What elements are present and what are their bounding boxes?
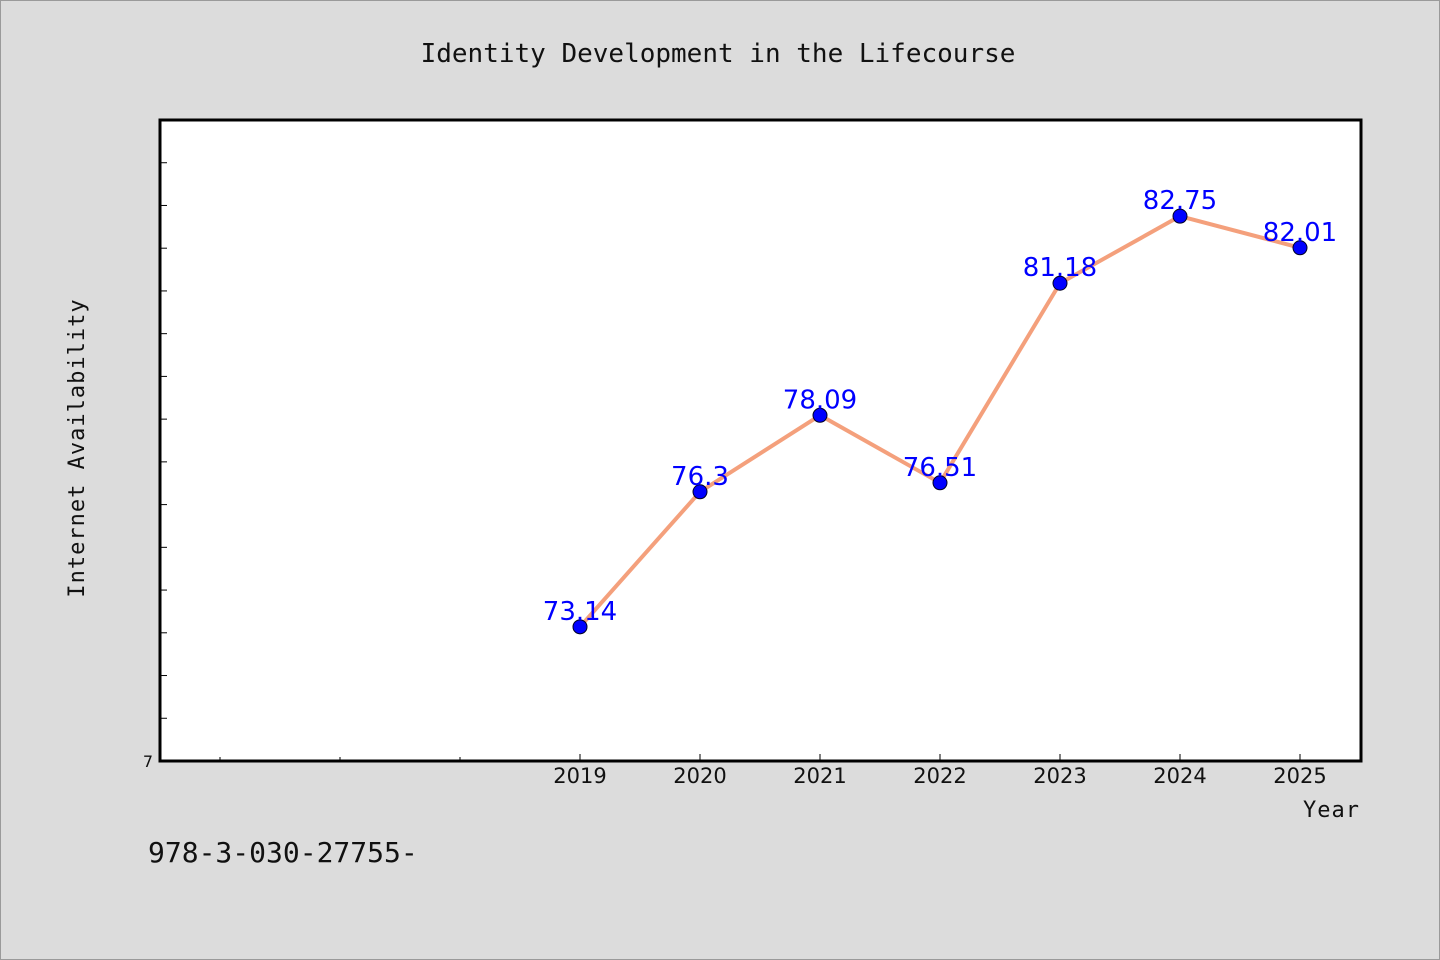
x-tick-label: 2021 bbox=[793, 764, 846, 788]
data-point bbox=[1052, 275, 1068, 291]
data-point bbox=[1172, 208, 1188, 224]
x-tick-label: 2019 bbox=[553, 764, 606, 788]
data-label: 73.14 bbox=[543, 597, 617, 627]
x-axis-label: Year bbox=[1303, 798, 1360, 823]
data-point bbox=[812, 407, 828, 423]
y-axis-label: Internet Availability bbox=[65, 298, 90, 597]
x-tick-label: 2020 bbox=[673, 764, 726, 788]
series-group: 73.14 76.3 78.09 76.51 81.18 82.75 82.01 bbox=[543, 186, 1337, 635]
x-axis-ticks: 2019 2020 2021 2022 2023 2024 2025 bbox=[553, 754, 1327, 788]
data-label: 76.3 bbox=[671, 462, 729, 492]
data-label: 81.18 bbox=[1023, 253, 1097, 283]
data-point bbox=[572, 619, 588, 635]
data-point bbox=[692, 484, 708, 500]
data-label: 82.01 bbox=[1263, 218, 1337, 248]
footer-code: 978-3-030-27755- bbox=[148, 836, 418, 869]
chart-title: Identity Development in the Lifecourse bbox=[421, 39, 1016, 69]
x-tick-label: 2025 bbox=[1273, 764, 1326, 788]
data-label: 78.09 bbox=[783, 385, 857, 415]
data-point bbox=[1292, 240, 1308, 256]
y-axis-ticks bbox=[160, 162, 167, 719]
data-point bbox=[932, 475, 948, 491]
x-tick-label: 2023 bbox=[1033, 764, 1086, 788]
y-tick-label: 7 bbox=[143, 752, 153, 771]
x-tick-label: 2022 bbox=[913, 764, 966, 788]
x-axis-minor-ticks bbox=[219, 757, 461, 761]
x-tick-label: 2024 bbox=[1153, 764, 1206, 788]
data-label: 82.75 bbox=[1143, 186, 1217, 216]
data-label: 76.51 bbox=[903, 453, 977, 483]
